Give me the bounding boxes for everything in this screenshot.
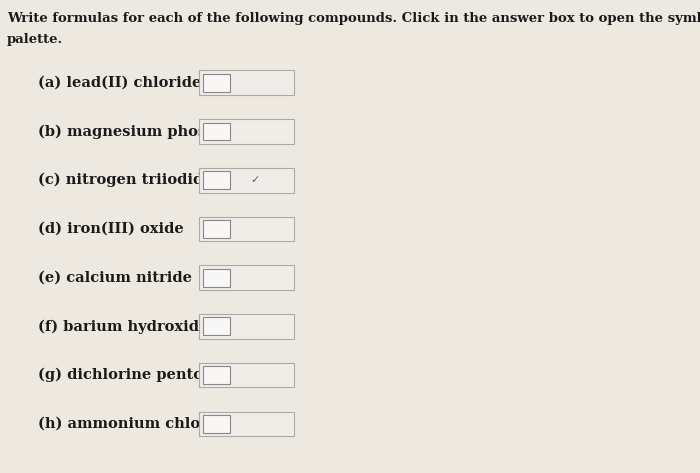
Text: (a) lead(II) chloride: (a) lead(II) chloride	[38, 76, 202, 90]
Text: (d) iron(III) oxide: (d) iron(III) oxide	[38, 222, 184, 236]
Bar	[203, 74, 230, 92]
Text: Write formulas for each of the following compounds. Click in the answer box to o: Write formulas for each of the following…	[7, 12, 700, 25]
Bar	[199, 265, 294, 290]
Text: (e) calcium nitride: (e) calcium nitride	[38, 271, 193, 285]
Bar	[203, 220, 230, 238]
Bar	[199, 363, 294, 387]
Text: palette.: palette.	[7, 33, 63, 46]
Bar	[203, 171, 230, 189]
Bar	[199, 119, 294, 144]
Text: (h) ammonium chloride: (h) ammonium chloride	[38, 417, 234, 431]
Bar	[203, 366, 230, 384]
Bar	[199, 217, 294, 241]
Bar	[199, 314, 294, 339]
Bar	[199, 70, 294, 95]
Bar	[203, 317, 230, 335]
Text: (f) barium hydroxide: (f) barium hydroxide	[38, 319, 209, 333]
Text: (g) dichlorine pentoxide: (g) dichlorine pentoxide	[38, 368, 237, 382]
Text: (c) nitrogen triiodide: (c) nitrogen triiodide	[38, 173, 213, 187]
Text: (b) magnesium phosphate: (b) magnesium phosphate	[38, 124, 253, 139]
Bar	[199, 168, 294, 193]
Bar	[199, 412, 294, 436]
Bar	[203, 123, 230, 140]
Bar	[203, 269, 230, 287]
Text: ✓: ✓	[251, 175, 260, 185]
Bar	[203, 415, 230, 433]
